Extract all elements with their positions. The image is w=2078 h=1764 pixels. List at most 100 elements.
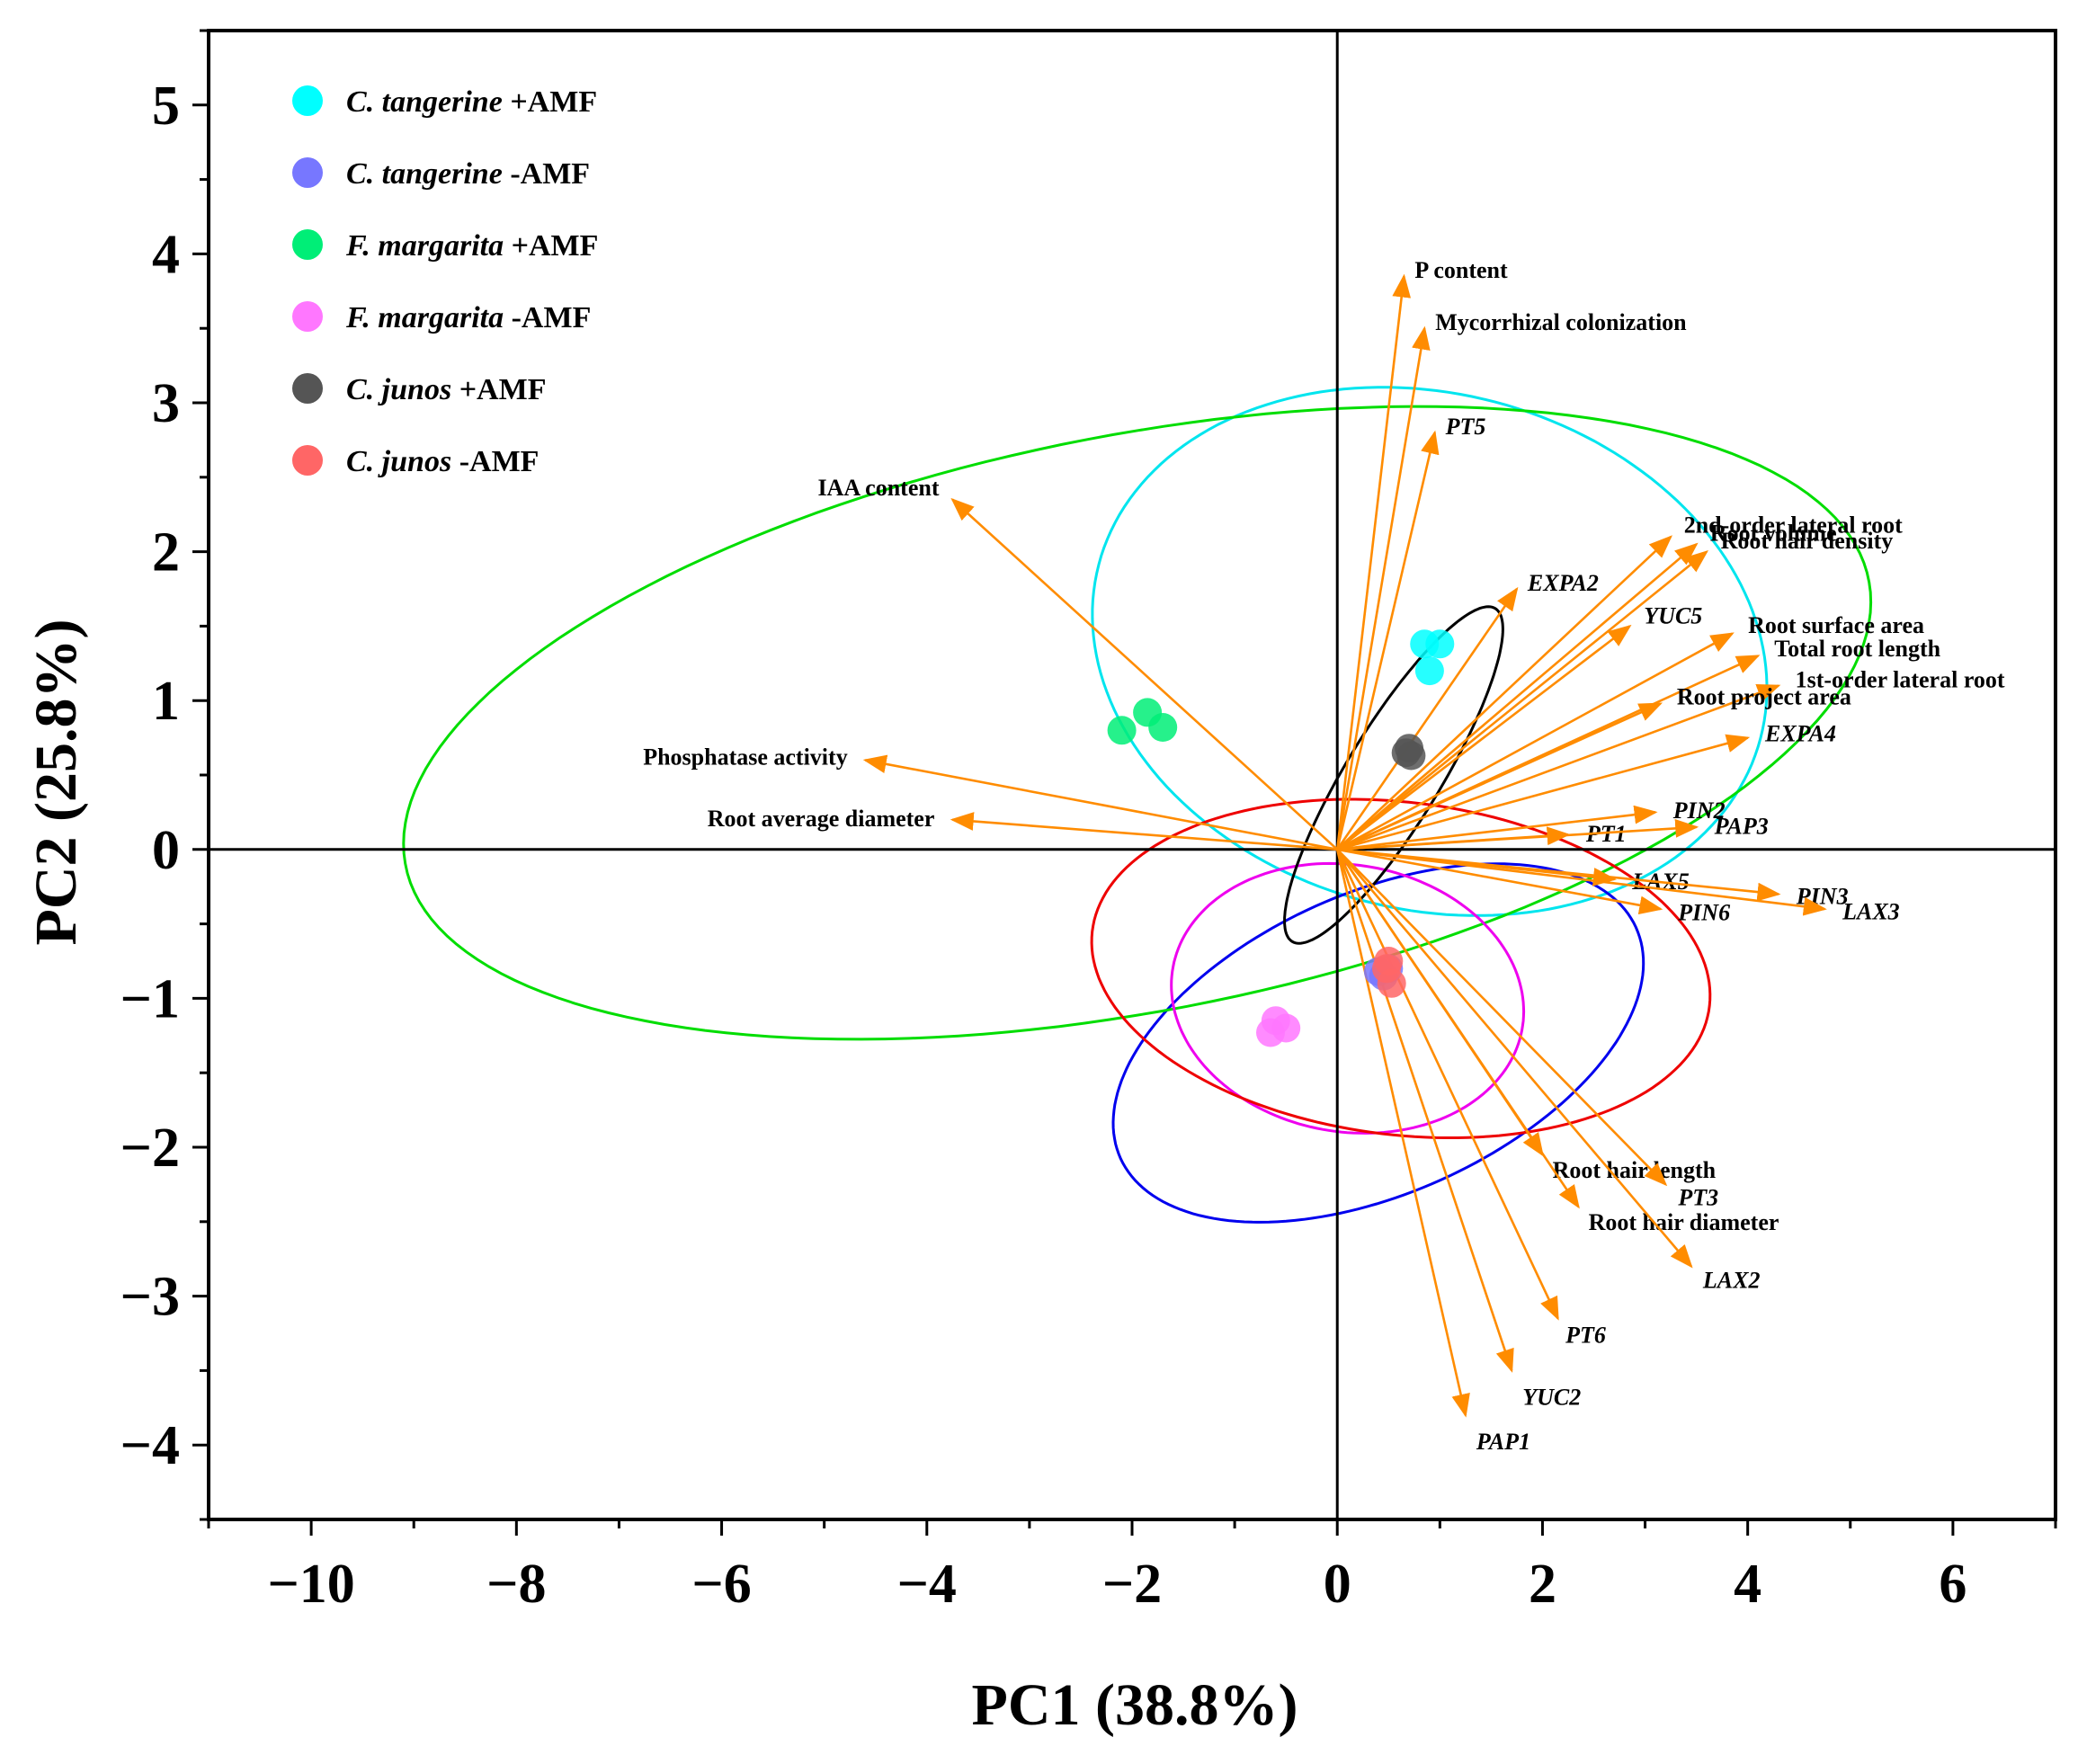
loading-lax3-label: LAX3 [1842,899,1900,925]
y-tick-label-0: 0 [152,820,180,881]
loading-yuc2-arrow [1335,849,1514,1373]
legend-marker-f-margarita-amf [292,229,323,260]
loading-expa2-arrow [1336,586,1519,851]
legend-marker-c-junos-amf [292,445,323,476]
loading-1st-order-lateral-root-arrow [1336,684,1781,851]
x-tick-label-4: 4 [1734,1554,1761,1615]
loading-pt3-arrow [1336,848,1668,1187]
legend-label-c-junos-amf: C. junos -AMF [346,445,539,478]
y-tick-label-m3: −3 [120,1267,180,1328]
ellipse-f-margarita-amf [402,405,1873,1041]
point-c-junos-amf-3 [1396,741,1426,771]
legend-marker-c-junos-amf [292,373,323,404]
loading-root-project-area-label: Root project area [1677,683,1851,709]
x-tick-label-m10: −10 [267,1554,354,1615]
loading-lax3-arrow [1337,848,1827,916]
y-tick-label-m1: −1 [120,968,180,1029]
loading-pin6-label: PIN6 [1677,900,1730,926]
loading-iaa-content-label: IAA content [817,475,939,501]
x-tick-label-m2: −2 [1102,1554,1162,1615]
x-tick-label-2: 2 [1529,1554,1556,1615]
y-tick-label-m2: −2 [120,1118,180,1179]
loading-phosphatase-activity-arrow [862,754,1338,851]
loading-pt6-label: PT6 [1565,1323,1606,1349]
legend-label-f-margarita-amf: F. margarita -AMF [345,301,591,334]
legend-marker-f-margarita-amf [292,301,323,332]
loading-root-hair-diameter-arrow [1336,849,1580,1209]
x-tick-label-m6: −6 [691,1554,751,1615]
loading-root-surface-area-arrow [1336,632,1735,851]
legend: C. tangerine +AMF C. tangerine -AMF F. mar… [292,85,598,478]
y-tick-label-2: 2 [152,522,180,584]
loading-pap1-arrow [1335,849,1470,1418]
loading-pin2-arrow [1337,805,1658,851]
loading-yuc5-arrow [1336,624,1632,851]
loading-pin3-arrow [1337,848,1781,902]
loading-root-volume-label: Root volume [1710,520,1837,546]
loading-root-average-diameter-arrow [950,812,1338,851]
ellipse-c-tangerine-amf [1091,386,1769,917]
loading-expa2-label: EXPA2 [1527,570,1599,596]
legend-label-c-junos-amf: C. junos +AMF [346,373,546,406]
loading-root-project-area-arrow [1336,702,1663,851]
loading-iaa-content-arrow [950,497,1339,851]
loading-pt3-label: PT3 [1677,1185,1718,1211]
point-f-margarita-amf-3 [1148,713,1178,742]
y-tick-label-m4: −4 [120,1415,180,1476]
loading-root-hair-density-label: Root hair density [1721,528,1894,554]
legend-label-c-tangerine-amf: C. tangerine -AMF [346,157,590,191]
loading-mycorrhizal-colonization-label: Mycorrhizal colonization [1435,309,1687,335]
loading-pin6-arrow [1336,848,1663,915]
point-c-junos-amf-3 [1377,968,1406,998]
loading-pt5-label: PT5 [1445,414,1486,440]
loading-root-hair-diameter-label: Root hair diameter [1589,1209,1779,1235]
legend-label-c-tangerine-amf: C. tangerine +AMF [346,85,597,119]
loading-root-hair-density-arrow [1336,549,1709,851]
legend-marker-c-tangerine-amf [292,85,323,116]
x-tick-label-6: 6 [1939,1554,1967,1615]
loading-pap3-label: PAP3 [1714,814,1769,840]
loading-2nd-order-lateral-root-label: 2nd-order lateral root [1684,512,1903,538]
loading-root-hair-length-label: Root hair length [1553,1157,1717,1183]
loading-pap3-arrow [1337,819,1699,851]
legend-label-f-margarita-amf: F. margarita +AMF [345,229,598,263]
loading-root-volume-arrow [1336,542,1699,851]
point-c-tangerine-amf-3 [1414,656,1444,686]
point-f-margarita-amf-1 [1107,716,1137,745]
loading-expa4-arrow [1336,734,1751,851]
loading-mycorrhizal-colonization-arrow [1335,325,1431,851]
sample-points [1107,629,1455,1047]
zero-lines [209,31,2056,1519]
ellipse-c-junos-amf [1090,797,1712,1139]
point-c-tangerine-amf-2 [1425,629,1455,659]
loading-root-average-diameter-label: Root average diameter [708,806,935,832]
y-axis-title: PC2 (25.8%) [23,619,89,946]
y-tick-label-1: 1 [152,671,180,732]
loading-lax2-arrow [1336,848,1693,1269]
loading-1st-order-lateral-root-label: 1st-order lateral root [1796,667,2005,693]
loading-lax2-label: LAX2 [1702,1268,1761,1294]
x-tick-label-m8: −8 [486,1554,546,1615]
loading-total-root-length-label: Total root length [1774,636,1940,662]
x-tick-label-0: 0 [1324,1554,1351,1615]
loading-vectors: P content Mycorrhizal colonization PT5 IAA … [643,257,2005,1455]
loading-root-surface-area-label: Root surface area [1748,612,1924,638]
y-tick-label-3: 3 [152,373,180,434]
y-tick-label-5: 5 [152,76,180,137]
loading-yuc2-label: YUC2 [1522,1384,1581,1410]
ellipse-c-junos-amf [1283,605,1504,945]
loading-pt6-arrow [1336,849,1559,1321]
confidence-ellipses [402,386,1873,1224]
loading-pap1-label: PAP1 [1476,1429,1530,1455]
loading-yuc5-label: YUC5 [1644,602,1702,628]
point-f-margarita-amf-3 [1271,1013,1301,1043]
loading-expa4-label: EXPA4 [1764,720,1836,746]
x-axis-title: PC1 (38.8%) [972,1672,1298,1738]
loading-2nd-order-lateral-root-arrow [1336,535,1672,851]
x-tick-label-m4: −4 [897,1554,957,1615]
y-tick-label-4: 4 [152,224,180,285]
loading-pt5-arrow [1335,430,1440,851]
